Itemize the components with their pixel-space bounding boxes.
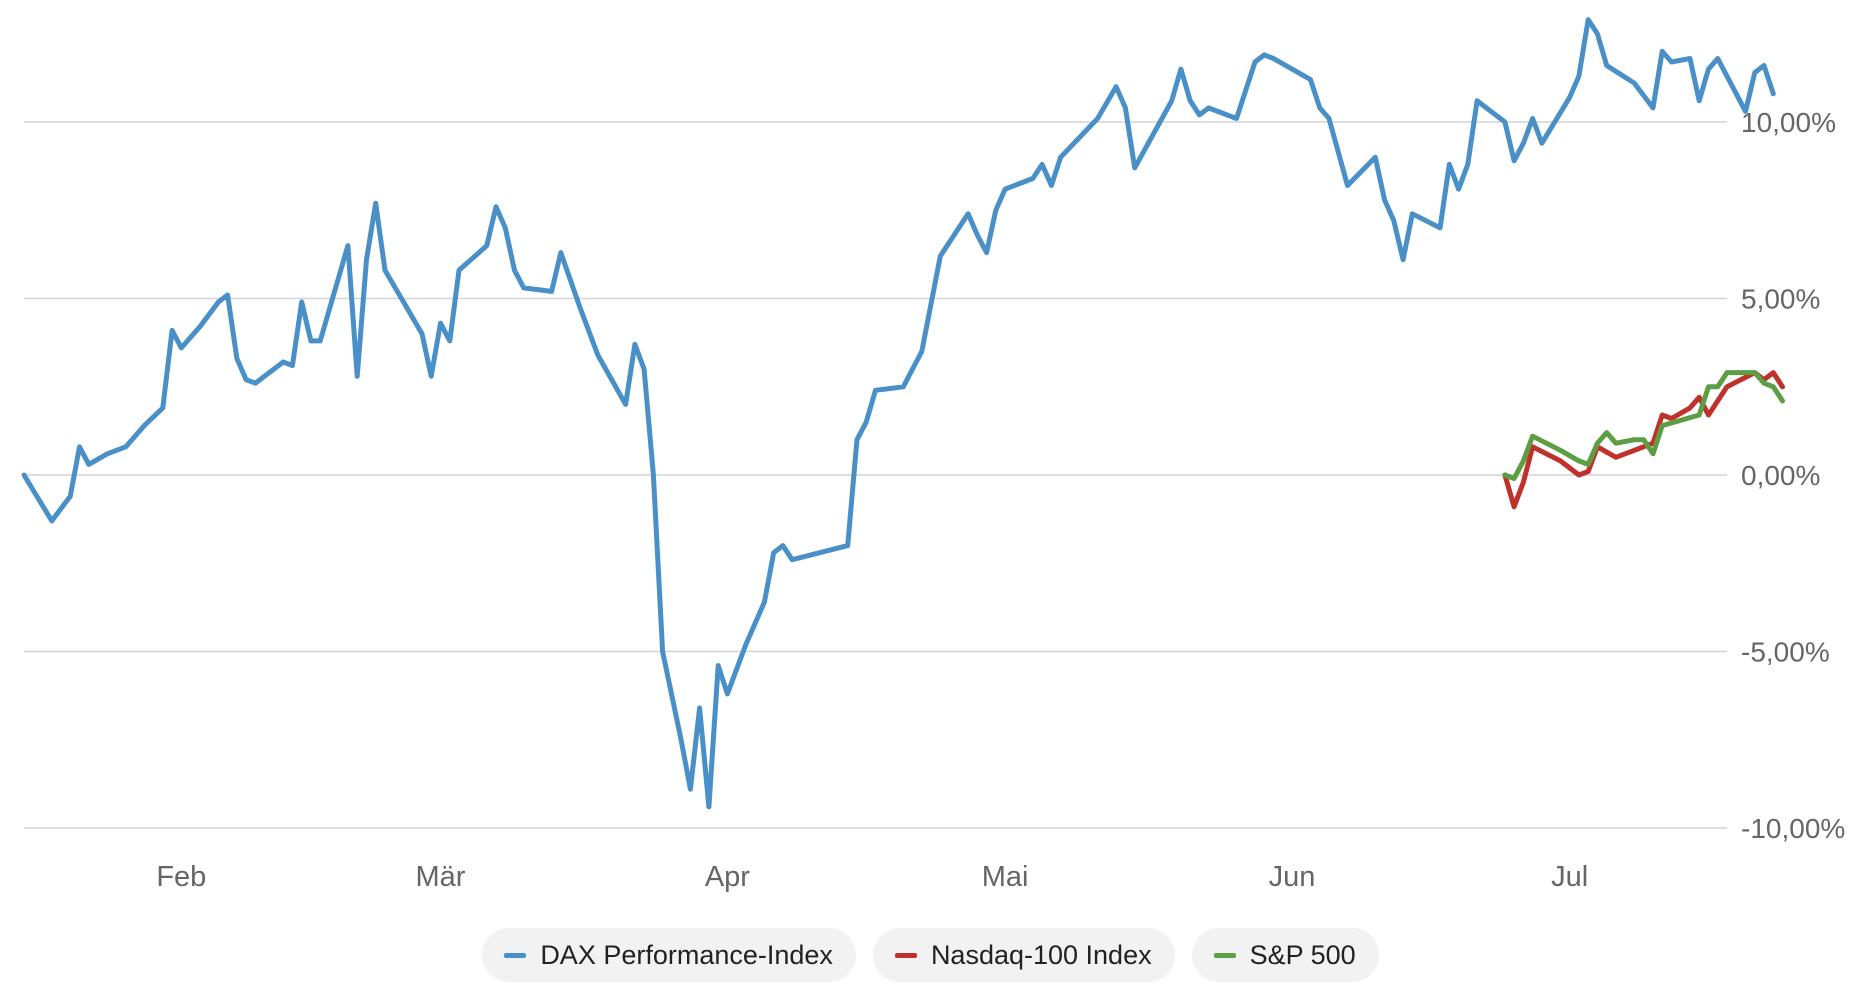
legend-item-nasdaq[interactable]: Nasdaq-100 Index	[872, 928, 1175, 982]
y-tick-label: 5,00%	[1741, 284, 1820, 315]
legend-label-dax: DAX Performance-Index	[540, 939, 833, 970]
series-line-s-p-500	[1502, 370, 1785, 481]
y-axis-labels: 10,00% 5,00% 0,00% -5,00% -10,00%	[1741, 107, 1845, 844]
legend-swatch-sp500	[1213, 952, 1236, 958]
legend-item-dax[interactable]: DAX Performance-Index	[482, 928, 856, 982]
legend-item-sp500[interactable]: S&P 500	[1191, 928, 1379, 982]
x-tick-label: Jul	[1551, 861, 1588, 893]
y-tick-label: -5,00%	[1741, 637, 1830, 668]
legend-label-nasdaq: Nasdaq-100 Index	[930, 939, 1152, 970]
x-tick-label: Mär	[416, 861, 466, 893]
y-tick-label: 0,00%	[1741, 460, 1820, 491]
x-tick-label: Apr	[705, 861, 750, 893]
y-tick-label: 10,00%	[1741, 107, 1836, 138]
gridlines	[24, 121, 1727, 829]
series-line-dax-performance-index	[21, 17, 1776, 810]
x-tick-label: Jun	[1269, 861, 1316, 893]
legend-swatch-nasdaq	[894, 952, 917, 958]
x-tick-label: Mai	[982, 861, 1029, 893]
series-line-nasdaq-100-index	[1502, 370, 1785, 510]
x-axis-labels: Feb Mär Apr Mai Jun Jul	[156, 861, 1588, 893]
legend-swatch-dax	[504, 952, 527, 958]
x-tick-label: Feb	[156, 861, 206, 893]
legend: DAX Performance-Index Nasdaq-100 Index S…	[0, 928, 1861, 982]
series-lines	[21, 17, 1785, 810]
legend-label-sp500: S&P 500	[1249, 939, 1356, 970]
y-tick-label: -10,00%	[1741, 813, 1845, 844]
